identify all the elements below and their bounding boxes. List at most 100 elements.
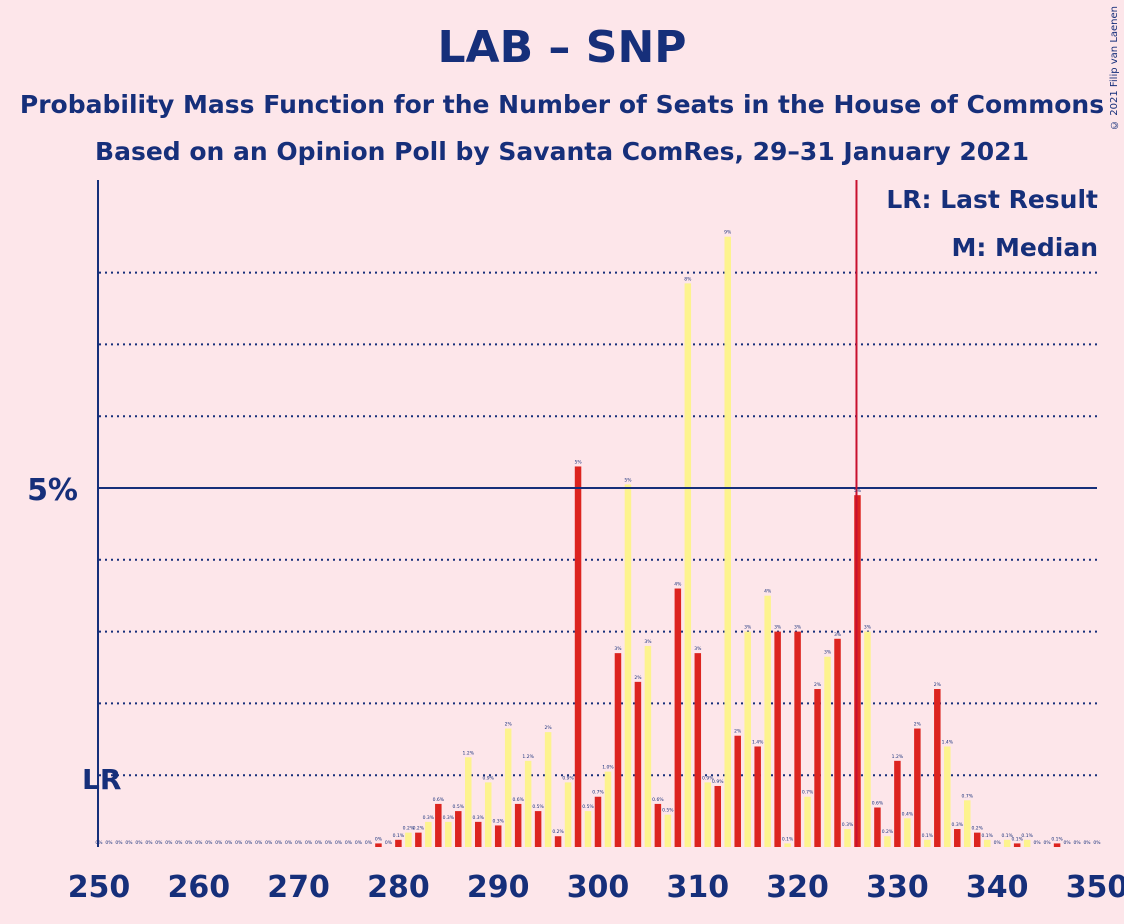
bar-lab-306 — [654, 803, 662, 847]
bar-label-284: 0.6% — [433, 797, 445, 803]
bar-label-283: 0.3% — [423, 815, 435, 821]
bar-label-304: 2% — [634, 675, 642, 681]
bar-label-277: 0% — [365, 840, 373, 846]
x-tick-label-330: 330 — [866, 870, 929, 905]
x-tick-label-270: 270 — [267, 870, 330, 905]
bar-label-252: 0% — [115, 840, 123, 846]
bar-label-301: 1.0% — [602, 765, 614, 771]
bar-label-350: 0% — [1093, 840, 1101, 846]
bar-lab-278 — [375, 843, 382, 847]
bar-label-270: 0% — [295, 840, 303, 846]
bar-label-307: 0.5% — [662, 808, 674, 814]
bar-label-349: 0% — [1083, 840, 1091, 846]
bar-lab-304 — [634, 681, 642, 847]
bar-label-323: 3% — [824, 650, 832, 656]
bar-label-275: 0% — [345, 840, 353, 846]
bar-label-326: 5% — [854, 488, 862, 494]
bar-label-286: 0.5% — [453, 804, 465, 810]
bar-snp-295 — [544, 732, 552, 847]
bar-label-294: 0.5% — [532, 804, 544, 810]
bar-label-260: 0% — [195, 840, 203, 846]
bar-lab-320 — [794, 631, 801, 847]
bar-lab-286 — [455, 811, 462, 847]
bar-lab-310 — [694, 653, 702, 847]
bar-lab-300 — [594, 796, 602, 847]
bar-snp-313 — [724, 236, 731, 847]
bar-lab-282 — [415, 832, 422, 847]
bar-snp-331 — [904, 818, 911, 847]
bar-label-316: 1.4% — [752, 739, 764, 745]
bar-lab-296 — [554, 836, 562, 847]
bar-snp-329 — [884, 836, 891, 847]
bar-label-258: 0% — [175, 840, 183, 846]
bar-lab-330 — [894, 760, 901, 847]
bar-snp-333 — [924, 839, 931, 847]
bar-snp-289 — [484, 782, 492, 847]
bar-label-303: 5% — [624, 477, 632, 483]
bar-label-334: 2% — [934, 682, 942, 688]
bar-label-321: 0.7% — [802, 790, 814, 796]
bar-label-340: 0% — [994, 840, 1002, 846]
bar-label-317: 4% — [764, 589, 772, 595]
bar-lab-288 — [474, 821, 482, 847]
bar-label-319: 0.1% — [782, 836, 794, 842]
bar-label-309: 8% — [684, 276, 692, 282]
bar-label-273: 0% — [325, 840, 333, 846]
bar-snp-285 — [445, 821, 452, 847]
bar-label-269: 0% — [285, 840, 293, 846]
bar-snp-305 — [644, 645, 652, 847]
bar-snp-307 — [664, 814, 672, 847]
bar-lab-284 — [435, 803, 442, 847]
bar-lab-290 — [494, 825, 502, 847]
chart-subtitle-poll: Based on an Opinion Poll by Savanta ComR… — [95, 137, 1029, 166]
bar-lab-312 — [714, 785, 722, 847]
bar-label-302: 3% — [614, 646, 622, 652]
x-tick-label-280: 280 — [367, 870, 430, 905]
bar-lab-318 — [774, 631, 781, 847]
x-tick-label-250: 250 — [68, 870, 131, 905]
bar-label-250: 0% — [95, 840, 103, 846]
bar-label-344: 0% — [1034, 840, 1042, 846]
bar-lab-322 — [814, 689, 821, 847]
bar-label-342: 0.1% — [1011, 836, 1023, 842]
bar-snp-315 — [744, 631, 751, 847]
bar-label-296: 0.2% — [552, 829, 564, 835]
bar-label-293: 1.2% — [522, 754, 534, 760]
bar-label-279: 0% — [385, 840, 393, 846]
bar-lab-294 — [534, 811, 542, 847]
bar-label-288: 0.3% — [473, 815, 485, 821]
x-tick-label-290: 290 — [467, 870, 530, 905]
chart-title: LAB – SNP — [437, 22, 687, 73]
bar-label-261: 0% — [205, 840, 213, 846]
legend-last-result: LR: Last Result — [886, 185, 1098, 214]
bar-snp-319 — [784, 843, 791, 847]
bar-label-348: 0% — [1073, 840, 1081, 846]
bar-label-259: 0% — [185, 840, 193, 846]
bar-label-338: 0.2% — [972, 826, 984, 832]
bar-label-332: 2% — [914, 722, 922, 728]
bar-label-300: 0.7% — [592, 790, 604, 796]
bar-label-299: 0.5% — [582, 804, 594, 810]
bar-label-276: 0% — [355, 840, 363, 846]
bar-label-282: 0.2% — [413, 826, 425, 832]
bar-lab-336 — [954, 829, 961, 847]
bar-label-267: 0% — [265, 840, 273, 846]
bar-lab-342 — [1013, 843, 1021, 847]
bar-label-325: 0.3% — [842, 822, 854, 828]
bar-label-291: 2% — [505, 722, 513, 728]
bar-lab-298 — [574, 466, 582, 847]
last-result-label: LR — [82, 763, 121, 796]
bar-label-314: 2% — [734, 729, 742, 735]
bar-label-271: 0% — [305, 840, 313, 846]
bar-label-268: 0% — [275, 840, 283, 846]
bar-label-336: 0.3% — [952, 822, 964, 828]
bar-label-312: 0.9% — [712, 779, 724, 785]
bar-label-343: 0.1% — [1021, 833, 1033, 839]
bar-label-262: 0% — [215, 840, 223, 846]
bar-label-251: 0% — [105, 840, 113, 846]
bar-snp-297 — [564, 782, 572, 847]
bar-label-313: 9% — [724, 230, 732, 236]
bar-snp-299 — [584, 811, 592, 847]
bar-snp-309 — [684, 283, 692, 847]
